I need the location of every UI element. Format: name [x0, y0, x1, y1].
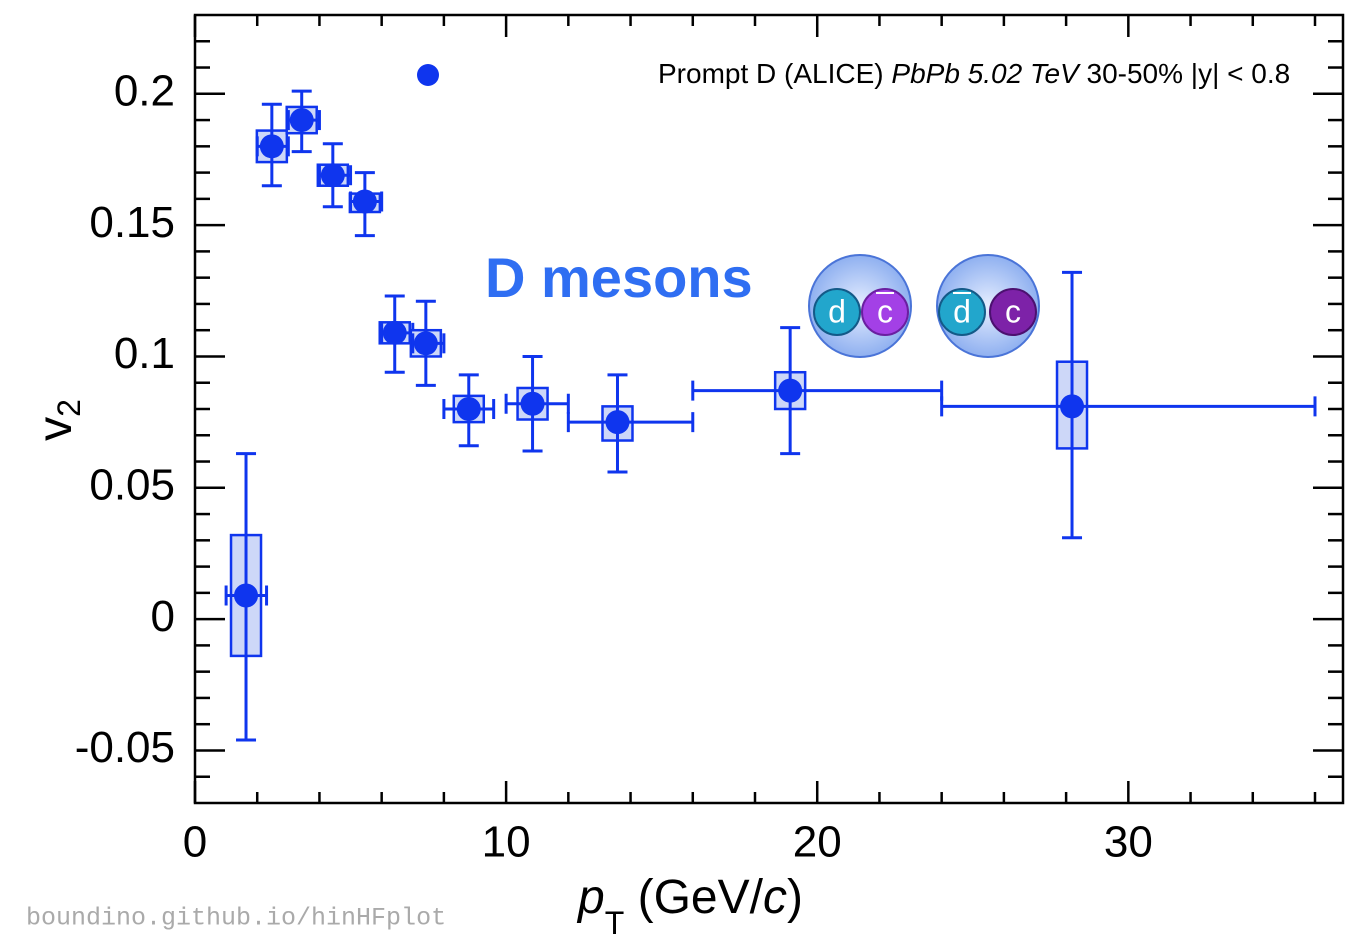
x-tick-label: 0 [183, 818, 207, 867]
y-tick-label: 0.2 [114, 66, 175, 115]
watermark: boundino.github.io/hinHFplot [26, 904, 446, 933]
antiquark [938, 288, 986, 336]
point [413, 331, 438, 356]
quark [813, 288, 861, 336]
point [605, 410, 630, 435]
point [778, 378, 803, 403]
y-tick-label: 0.1 [114, 329, 175, 378]
x-label-sub: T [605, 905, 625, 941]
quark-label: c [877, 293, 893, 329]
y-tick-label: -0.05 [75, 723, 175, 772]
quark-label: d [828, 293, 846, 329]
legend-text: Prompt D (ALICE) PbPb 5.02 TeV 30-50% |y… [658, 58, 1290, 89]
x-tick-label: 10 [482, 818, 531, 867]
meson-icon: d c [808, 254, 912, 358]
legend-marker [417, 64, 439, 86]
annotation: D mesons [485, 246, 753, 309]
y-tick-label: 0.15 [89, 198, 175, 247]
point [520, 391, 545, 416]
y-tick-label: 0 [151, 592, 175, 641]
point [320, 163, 345, 188]
legend-cuts: 30-50% |y| < 0.8 [1087, 58, 1291, 89]
y-label-part: v [29, 417, 82, 441]
legend-system: PbPb 5.02 TeV [891, 58, 1081, 89]
x-axis-label: pT (GeV/c) [576, 871, 803, 942]
x-label-part: c [763, 871, 787, 924]
x-label-part: ) [787, 871, 803, 924]
y-axis-label: v2 [29, 399, 88, 441]
point [382, 320, 407, 345]
meson-icon: d c [936, 254, 1040, 358]
point [234, 583, 259, 608]
point [259, 134, 284, 159]
x-label-part: p [576, 871, 605, 924]
y-label-sub: 2 [51, 399, 87, 417]
quark-label: d [953, 293, 971, 329]
plot-frame [193, 13, 1345, 805]
antiquark [861, 288, 909, 336]
legend-label: Prompt D (ALICE) [658, 58, 884, 89]
point [352, 189, 377, 214]
point [1060, 394, 1085, 419]
quark [989, 288, 1037, 336]
x-label-part: (GeV/ [624, 871, 763, 924]
x-tick-label: 30 [1104, 818, 1153, 867]
x-tick-label: 20 [793, 818, 842, 867]
point [289, 108, 314, 133]
point [456, 397, 481, 421]
y-tick-label: 0.05 [89, 460, 175, 509]
quark-label: c [1005, 293, 1021, 329]
